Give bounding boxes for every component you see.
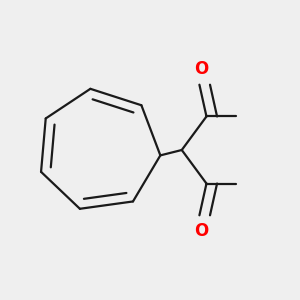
Text: O: O — [194, 222, 208, 240]
Text: O: O — [194, 60, 208, 78]
